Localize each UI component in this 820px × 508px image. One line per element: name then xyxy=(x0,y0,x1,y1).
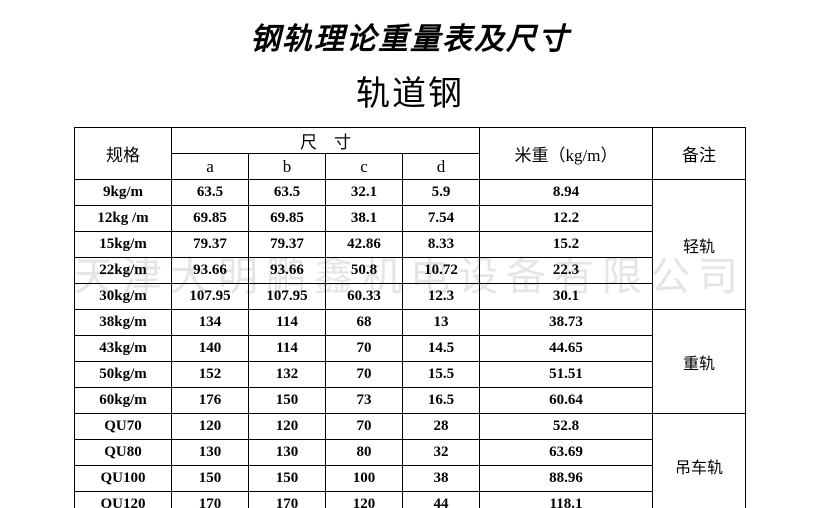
header-d: d xyxy=(403,154,480,180)
header-b: b xyxy=(249,154,326,180)
cell-a: 150 xyxy=(172,466,249,492)
cell-weight: 52.8 xyxy=(480,414,653,440)
cell-b: 150 xyxy=(249,388,326,414)
cell-c: 73 xyxy=(326,388,403,414)
cell-weight: 8.94 xyxy=(480,180,653,206)
cell-spec: QU120 xyxy=(75,492,172,508)
cell-a: 107.95 xyxy=(172,284,249,310)
cell-c: 70 xyxy=(326,362,403,388)
cell-c: 70 xyxy=(326,336,403,362)
cell-spec: 43kg/m xyxy=(75,336,172,362)
cell-b: 69.85 xyxy=(249,206,326,232)
cell-b: 150 xyxy=(249,466,326,492)
cell-a: 152 xyxy=(172,362,249,388)
cell-spec: 38kg/m xyxy=(75,310,172,336)
cell-d: 7.54 xyxy=(403,206,480,232)
cell-b: 114 xyxy=(249,310,326,336)
cell-b: 130 xyxy=(249,440,326,466)
cell-b: 114 xyxy=(249,336,326,362)
cell-d: 10.72 xyxy=(403,258,480,284)
cell-c: 80 xyxy=(326,440,403,466)
cell-spec: 22kg/m xyxy=(75,258,172,284)
page-title-1: 钢轨理论重量表及尺寸 xyxy=(0,14,820,58)
cell-d: 38 xyxy=(403,466,480,492)
cell-weight: 12.2 xyxy=(480,206,653,232)
header-note: 备注 xyxy=(653,128,746,180)
cell-b: 170 xyxy=(249,492,326,508)
cell-c: 60.33 xyxy=(326,284,403,310)
cell-c: 50.8 xyxy=(326,258,403,284)
cell-spec: 30kg/m xyxy=(75,284,172,310)
cell-weight: 63.69 xyxy=(480,440,653,466)
cell-c: 38.1 xyxy=(326,206,403,232)
cell-b: 107.95 xyxy=(249,284,326,310)
page-title-2: 轨道钢 xyxy=(0,66,820,115)
cell-d: 15.5 xyxy=(403,362,480,388)
cell-spec: 60kg/m xyxy=(75,388,172,414)
header-dim: 尺 寸 xyxy=(172,128,480,154)
cell-b: 132 xyxy=(249,362,326,388)
cell-spec: 50kg/m xyxy=(75,362,172,388)
cell-a: 170 xyxy=(172,492,249,508)
cell-d: 28 xyxy=(403,414,480,440)
cell-a: 120 xyxy=(172,414,249,440)
cell-a: 69.85 xyxy=(172,206,249,232)
cell-a: 93.66 xyxy=(172,258,249,284)
cell-a: 176 xyxy=(172,388,249,414)
cell-weight: 44.65 xyxy=(480,336,653,362)
cell-weight: 60.64 xyxy=(480,388,653,414)
cell-weight: 88.96 xyxy=(480,466,653,492)
cell-weight: 30.1 xyxy=(480,284,653,310)
cell-note: 吊车轨 xyxy=(653,414,746,508)
cell-c: 42.86 xyxy=(326,232,403,258)
cell-note: 轻轨 xyxy=(653,180,746,310)
cell-spec: QU70 xyxy=(75,414,172,440)
cell-a: 130 xyxy=(172,440,249,466)
header-spec: 规格 xyxy=(75,128,172,180)
cell-a: 63.5 xyxy=(172,180,249,206)
cell-a: 134 xyxy=(172,310,249,336)
cell-c: 70 xyxy=(326,414,403,440)
cell-b: 63.5 xyxy=(249,180,326,206)
header-c: c xyxy=(326,154,403,180)
cell-weight: 118.1 xyxy=(480,492,653,508)
cell-spec: QU80 xyxy=(75,440,172,466)
cell-b: 120 xyxy=(249,414,326,440)
cell-d: 14.5 xyxy=(403,336,480,362)
cell-c: 32.1 xyxy=(326,180,403,206)
cell-weight: 15.2 xyxy=(480,232,653,258)
cell-weight: 51.51 xyxy=(480,362,653,388)
header-weight: 米重（kg/m） xyxy=(480,128,653,180)
cell-spec: 15kg/m xyxy=(75,232,172,258)
cell-b: 93.66 xyxy=(249,258,326,284)
cell-weight: 38.73 xyxy=(480,310,653,336)
cell-c: 68 xyxy=(326,310,403,336)
cell-b: 79.37 xyxy=(249,232,326,258)
cell-c: 100 xyxy=(326,466,403,492)
cell-c: 120 xyxy=(326,492,403,508)
cell-spec: 12kg /m xyxy=(75,206,172,232)
cell-d: 13 xyxy=(403,310,480,336)
cell-spec: 9kg/m xyxy=(75,180,172,206)
cell-note: 重轨 xyxy=(653,310,746,414)
cell-d: 5.9 xyxy=(403,180,480,206)
cell-a: 79.37 xyxy=(172,232,249,258)
header-a: a xyxy=(172,154,249,180)
cell-a: 140 xyxy=(172,336,249,362)
cell-d: 32 xyxy=(403,440,480,466)
cell-d: 8.33 xyxy=(403,232,480,258)
cell-spec: QU100 xyxy=(75,466,172,492)
cell-d: 44 xyxy=(403,492,480,508)
cell-weight: 22.3 xyxy=(480,258,653,284)
rail-spec-table: 规格 尺 寸 米重（kg/m） 备注 a b c d 9kg/m 63.5 63… xyxy=(74,127,746,508)
cell-d: 12.3 xyxy=(403,284,480,310)
cell-d: 16.5 xyxy=(403,388,480,414)
